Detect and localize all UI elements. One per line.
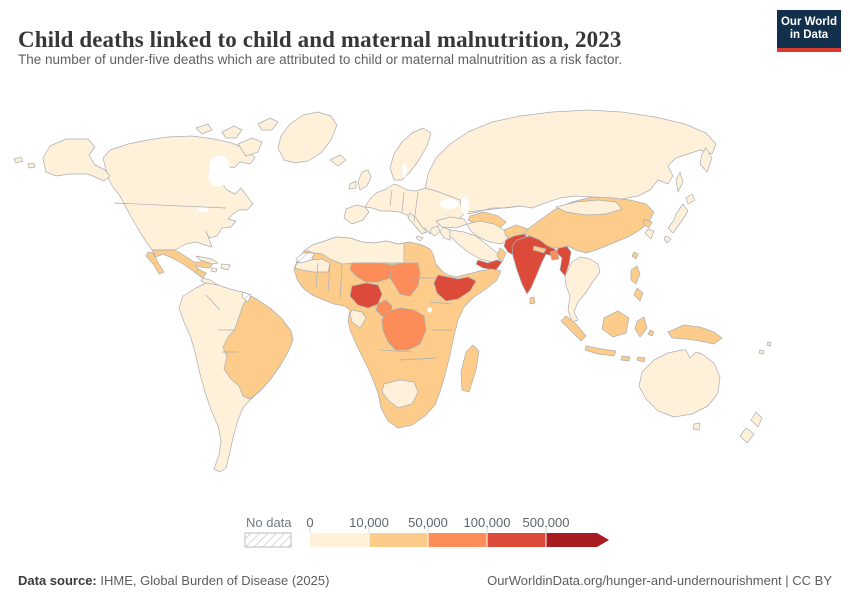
country-south-korea[interactable] xyxy=(644,228,655,240)
chart-subtitle: The number of under-five deaths which ar… xyxy=(18,52,623,67)
owid-credit-link[interactable]: OurWorldinData.org/hunger-and-undernouri… xyxy=(487,573,832,588)
country-namibia-botswana[interactable] xyxy=(381,379,419,409)
legend-tick-50000: 50,000 xyxy=(408,515,448,530)
legend-tick-100000: 100,000 xyxy=(463,515,511,530)
country-new-zealand[interactable] xyxy=(739,411,763,444)
country-ethiopia[interactable] xyxy=(433,274,477,302)
country-cuba[interactable] xyxy=(195,255,219,265)
country-madagascar[interactable] xyxy=(460,344,480,393)
country-kamchatka-sakhalin[interactable] xyxy=(675,147,713,193)
country-papua-new-guinea[interactable] xyxy=(667,324,723,345)
country-guatemala[interactable] xyxy=(195,268,207,279)
country-iceland[interactable] xyxy=(329,154,347,167)
gabon-congo[interactable] xyxy=(349,309,367,329)
country-greece[interactable] xyxy=(429,225,441,237)
country-alaska[interactable] xyxy=(13,138,111,182)
country-mongolia[interactable] xyxy=(555,199,623,216)
levant[interactable] xyxy=(439,226,451,241)
country-sri-lanka[interactable] xyxy=(529,296,536,305)
legend-bucket-2[interactable] xyxy=(369,533,428,547)
country-indonesia[interactable] xyxy=(560,310,655,363)
country-french-guiana[interactable] xyxy=(241,291,252,303)
country-niger[interactable] xyxy=(349,262,393,283)
country-chad[interactable] xyxy=(389,262,421,297)
owid-logo-line2: in Data xyxy=(789,29,829,41)
legend-bucket-3[interactable] xyxy=(428,533,487,547)
data-source-text: IHME, Global Burden of Disease (2025) xyxy=(96,573,330,588)
country-western-sahara[interactable] xyxy=(295,252,315,264)
legend-segment-separators xyxy=(368,533,547,547)
country-canada-usa[interactable] xyxy=(102,135,256,251)
arctic-islands[interactable] xyxy=(195,117,279,157)
country-japan[interactable] xyxy=(663,193,696,244)
country-china[interactable] xyxy=(523,196,655,254)
scandinavia[interactable] xyxy=(389,127,432,181)
country-iberia[interactable] xyxy=(343,204,370,225)
legend-tick-marks xyxy=(309,527,547,533)
legend-no-data-label: No data xyxy=(246,515,292,530)
country-iran[interactable] xyxy=(466,220,509,245)
country-oman[interactable] xyxy=(496,247,507,263)
legend-color-bar xyxy=(244,527,609,548)
country-yemen[interactable] xyxy=(475,259,503,271)
country-taiwan[interactable] xyxy=(631,251,639,260)
legend-bucket-5-arrow[interactable] xyxy=(546,533,609,547)
data-source: Data source: IHME, Global Burden of Dise… xyxy=(18,573,329,588)
legend-bucket-1[interactable] xyxy=(310,533,369,547)
country-ireland[interactable] xyxy=(348,180,357,190)
legend-tick-0: 0 xyxy=(306,515,314,530)
country-brazil[interactable] xyxy=(222,295,294,400)
page-title: Child deaths linked to child and materna… xyxy=(18,27,622,53)
country-drc[interactable] xyxy=(381,307,427,351)
country-baja-california[interactable] xyxy=(145,251,165,275)
owid-logo-line1: Our World xyxy=(780,15,837,28)
data-source-label: Data source: xyxy=(18,573,97,588)
country-russia[interactable] xyxy=(424,109,717,215)
legend-bucket-4[interactable] xyxy=(487,533,546,547)
legend-no-data-swatch[interactable] xyxy=(244,532,292,548)
country-nepal[interactable] xyxy=(532,245,547,254)
pacific-islands[interactable] xyxy=(758,341,772,355)
lakes-and-seas xyxy=(196,155,470,313)
country-uk[interactable] xyxy=(357,169,372,191)
country-greenland[interactable] xyxy=(277,111,338,164)
country-border-lines xyxy=(113,189,521,361)
country-north-korea[interactable] xyxy=(642,218,653,229)
country-australia[interactable] xyxy=(638,349,721,431)
indochina[interactable] xyxy=(564,256,601,323)
legend-tick-10000: 10,000 xyxy=(349,515,389,530)
owid-logo[interactable]: Our World in Data xyxy=(777,10,841,52)
country-philippines[interactable] xyxy=(630,265,644,302)
legend-tick-500000: 500,000 xyxy=(522,515,570,530)
country-italy[interactable] xyxy=(407,212,428,242)
caribbean-islands[interactable] xyxy=(210,263,231,273)
map-legend: No data 0 10,000 50,000 100,000 500,000 xyxy=(0,512,850,554)
